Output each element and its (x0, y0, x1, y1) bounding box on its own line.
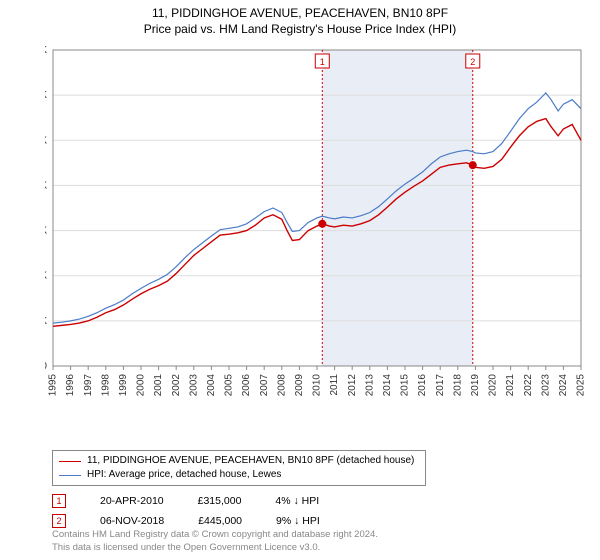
sale-row-2: 2 06-NOV-2018 £445,000 9% ↓ HPI (52, 514, 320, 528)
svg-text:£300K: £300K (45, 226, 47, 237)
svg-text:2022: 2022 (523, 374, 534, 397)
svg-text:2005: 2005 (224, 374, 235, 397)
svg-text:2017: 2017 (435, 374, 446, 397)
price-chart: £0 £100K £200K £300K £400K £500K £600K £700K 199… (45, 44, 585, 414)
footer-line-1: Contains HM Land Registry data © Crown c… (52, 529, 378, 541)
svg-text:2020: 2020 (488, 374, 499, 397)
svg-text:2002: 2002 (171, 374, 182, 397)
svg-text:£0: £0 (45, 361, 47, 372)
legend-label: 11, PIDDINGHOE AVENUE, PEACEHAVEN, BN10 … (87, 454, 414, 468)
svg-text:2006: 2006 (241, 374, 252, 397)
svg-text:2025: 2025 (576, 374, 585, 397)
svg-text:2007: 2007 (259, 374, 270, 397)
title-block: 11, PIDDINGHOE AVENUE, PEACEHAVEN, BN10 … (0, 0, 600, 36)
title-subtitle: Price paid vs. HM Land Registry's House … (0, 22, 600, 36)
svg-text:2008: 2008 (276, 374, 287, 397)
svg-text:2018: 2018 (452, 374, 463, 397)
sale-row-1: 1 20-APR-2010 £315,000 4% ↓ HPI (52, 494, 319, 508)
svg-text:£200K: £200K (45, 271, 47, 282)
sale-price: £315,000 (198, 495, 242, 507)
svg-text:2013: 2013 (364, 374, 375, 397)
legend-item-price-paid: 11, PIDDINGHOE AVENUE, PEACEHAVEN, BN10 … (59, 454, 419, 468)
svg-text:2003: 2003 (188, 374, 199, 397)
legend-swatch (59, 461, 81, 462)
sale-date: 20-APR-2010 (100, 495, 164, 507)
svg-text:£700K: £700K (45, 45, 47, 56)
svg-text:2024: 2024 (558, 374, 569, 397)
svg-text:1996: 1996 (65, 374, 76, 397)
svg-text:2014: 2014 (382, 374, 393, 397)
svg-text:2000: 2000 (136, 374, 147, 397)
svg-text:1: 1 (320, 57, 325, 67)
svg-text:£400K: £400K (45, 180, 47, 191)
sale-marker-badge: 1 (52, 494, 66, 508)
svg-text:2009: 2009 (294, 374, 305, 397)
svg-text:2: 2 (470, 57, 475, 67)
svg-text:2016: 2016 (417, 374, 428, 397)
attribution-footer: Contains HM Land Registry data © Crown c… (52, 529, 378, 554)
svg-text:2010: 2010 (312, 374, 323, 397)
sale-delta: 4% ↓ HPI (275, 495, 319, 507)
footer-line-2: This data is licensed under the Open Gov… (52, 542, 378, 554)
svg-text:£600K: £600K (45, 90, 47, 101)
sale-marker-badge: 2 (52, 514, 66, 528)
legend: 11, PIDDINGHOE AVENUE, PEACEHAVEN, BN10 … (52, 450, 426, 486)
svg-text:1998: 1998 (100, 374, 111, 397)
legend-label: HPI: Average price, detached house, Lewe… (87, 468, 281, 482)
svg-text:£500K: £500K (45, 135, 47, 146)
svg-text:2004: 2004 (206, 374, 217, 397)
sale-delta: 9% ↓ HPI (276, 515, 320, 527)
sale-price: £445,000 (198, 515, 242, 527)
svg-text:2021: 2021 (505, 374, 516, 397)
svg-text:1999: 1999 (118, 374, 129, 397)
legend-swatch (59, 475, 81, 476)
svg-text:2019: 2019 (470, 374, 481, 397)
chart-container: 11, PIDDINGHOE AVENUE, PEACEHAVEN, BN10 … (0, 0, 600, 560)
svg-text:1997: 1997 (83, 374, 94, 397)
title-address: 11, PIDDINGHOE AVENUE, PEACEHAVEN, BN10 … (0, 6, 600, 20)
svg-text:2011: 2011 (329, 374, 340, 396)
svg-text:£100K: £100K (45, 316, 47, 327)
legend-item-hpi: HPI: Average price, detached house, Lewe… (59, 468, 419, 482)
sale-date: 06-NOV-2018 (100, 515, 164, 527)
svg-text:2001: 2001 (153, 374, 164, 397)
svg-text:2015: 2015 (400, 374, 411, 397)
svg-text:2023: 2023 (540, 374, 551, 397)
svg-text:2012: 2012 (347, 374, 358, 397)
svg-text:1995: 1995 (48, 374, 59, 397)
